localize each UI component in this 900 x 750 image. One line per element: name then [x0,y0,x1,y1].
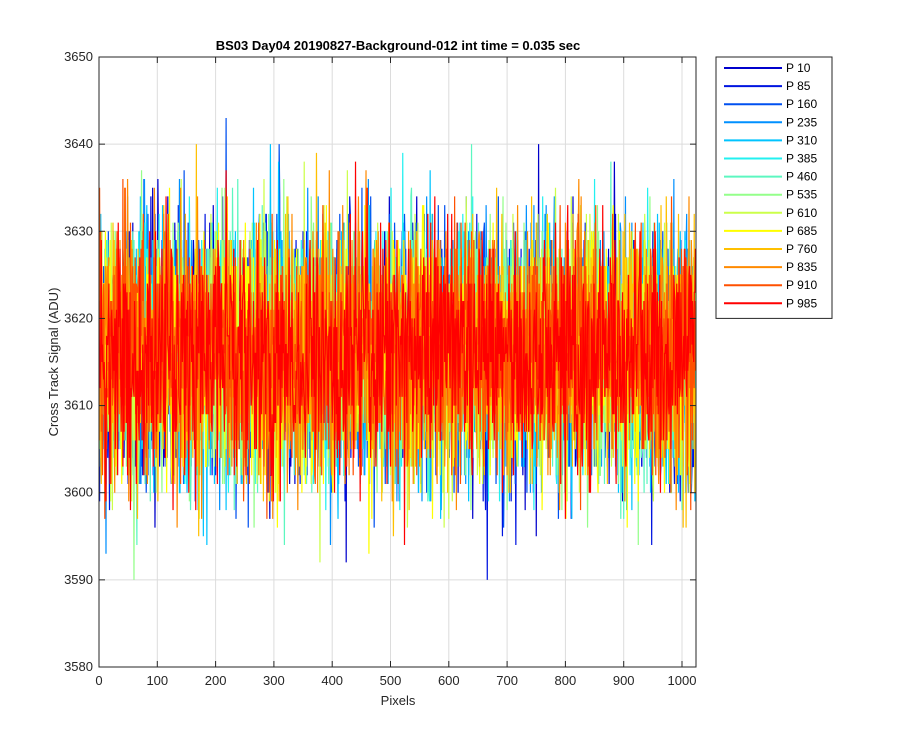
legend-label: P 310 [786,133,817,147]
x-tick-label: 900 [613,673,635,688]
chart-title: BS03 Day04 20190827-Background-012 int t… [216,38,581,53]
series-layer [99,117,696,580]
legend-label: P 835 [786,260,817,274]
y-tick-label: 3580 [64,659,93,674]
x-tick-label: 800 [555,673,577,688]
legend: P 10 P 85 P 160 P 235 P 310 P 385 P 460 P 535 P … [715,56,833,319]
ticks: 0 100 200 300 400 500 600 700 800 900 1000 3580 3590… [64,49,696,688]
x-tick-label: 700 [496,673,518,688]
x-tick-label: 1000 [668,673,697,688]
y-tick-label: 3620 [64,310,93,325]
y-tick-label: 3610 [64,398,93,413]
legend-label: P 160 [786,97,817,111]
legend-label: P 910 [786,278,817,292]
y-tick-label: 3640 [64,136,93,151]
x-tick-label: 600 [438,673,460,688]
legend-label: P 460 [786,170,817,184]
y-axis-title: Cross Track Signal (ADU) [46,288,61,437]
legend-label: P 985 [786,296,817,310]
y-tick-label: 3630 [64,223,93,238]
x-tick-label: 100 [146,673,168,688]
legend-label: P 385 [786,152,817,166]
legend-label: P 10 [786,61,811,75]
x-tick-label: 500 [380,673,402,688]
x-tick-label: 200 [205,673,227,688]
y-tick-label: 3590 [64,572,93,587]
y-tick-label: 3600 [64,485,93,500]
legend-label: P 760 [786,242,817,256]
legend-label: P 685 [786,224,817,238]
legend-label: P 235 [786,115,817,129]
series-line-p985 [99,161,696,546]
x-tick-label: 400 [321,673,343,688]
x-tick-label: 300 [263,673,285,688]
x-tick-label: 0 [95,673,102,688]
plot-frame [98,56,697,668]
y-tick-label: 3650 [64,49,93,64]
x-axis-title: Pixels [381,693,416,708]
legend-label: P 610 [786,206,817,220]
legend-box [715,56,833,319]
legend-label: P 85 [786,79,811,93]
legend-label: P 535 [786,188,817,202]
plot-area: 0 100 200 300 400 500 600 700 800 900 1000 3580 3590… [64,49,697,688]
